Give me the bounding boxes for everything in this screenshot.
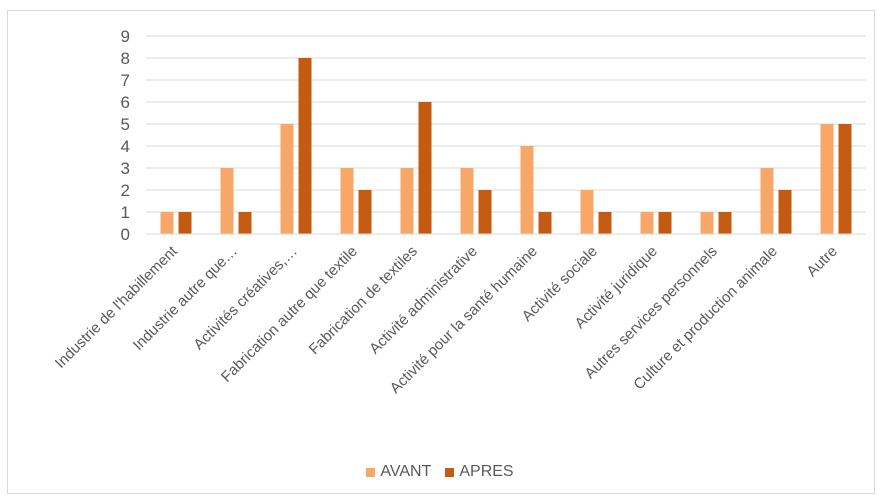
bar-apres-4	[418, 102, 432, 234]
chart-frame	[7, 10, 875, 494]
bar-avant-1	[220, 168, 234, 234]
legend-swatch-avant	[366, 467, 376, 477]
y-tick-label: 9	[121, 27, 130, 46]
bars	[160, 58, 852, 234]
bar-apres-3	[358, 190, 372, 234]
legend-swatch-apres	[445, 467, 455, 477]
bar-avant-4	[400, 168, 414, 234]
y-tick-label: 2	[121, 181, 130, 200]
legend-label-apres: APRES	[459, 463, 514, 480]
bar-avant-0	[160, 212, 174, 234]
bar-apres-8	[658, 212, 672, 234]
bar-apres-9	[718, 212, 732, 234]
legend: AVANT APRES	[0, 463, 880, 481]
legend-item-apres: APRES	[445, 463, 514, 481]
bar-avant-11	[820, 124, 834, 234]
x-category-label: Fabrication de textiles	[306, 243, 421, 358]
y-tick-label: 4	[121, 137, 130, 156]
x-category-label: Activité administrative	[366, 243, 481, 358]
bar-avant-9	[700, 212, 714, 234]
legend-label-avant: AVANT	[380, 463, 432, 480]
y-tick-label: 8	[121, 49, 130, 68]
x-category-label: Activités créatives,…	[190, 243, 300, 353]
bar-avant-7	[580, 190, 594, 234]
y-tick-label: 3	[121, 159, 130, 178]
bar-apres-2	[298, 58, 312, 234]
bar-apres-0	[178, 212, 192, 234]
bar-avant-10	[760, 168, 774, 234]
bar-avant-6	[520, 146, 534, 234]
bar-avant-5	[460, 168, 474, 234]
y-tick-label: 7	[121, 71, 130, 90]
y-tick-label: 1	[121, 203, 130, 222]
legend-item-avant: AVANT	[366, 463, 431, 481]
bar-avant-8	[640, 212, 654, 234]
bar-apres-6	[538, 212, 552, 234]
bar-avant-3	[340, 168, 354, 234]
y-tick-label: 6	[121, 93, 130, 112]
bar-apres-11	[838, 124, 852, 234]
bar-apres-5	[478, 190, 492, 234]
y-tick-label: 5	[121, 115, 130, 134]
y-axis-ticks: 0 1 2 3 4 5 6 7 8 9	[121, 27, 130, 244]
x-category-label: Industrie de l'habillement	[52, 242, 182, 372]
x-category-label: Autre	[803, 243, 840, 280]
y-tick-label: 0	[121, 225, 130, 244]
gridlines	[146, 35, 866, 213]
x-category-label: Industrie autre que…	[130, 243, 241, 354]
bar-avant-2	[280, 124, 294, 234]
bar-apres-1	[238, 212, 252, 234]
bar-apres-10	[778, 190, 792, 234]
bar-apres-7	[598, 212, 612, 234]
